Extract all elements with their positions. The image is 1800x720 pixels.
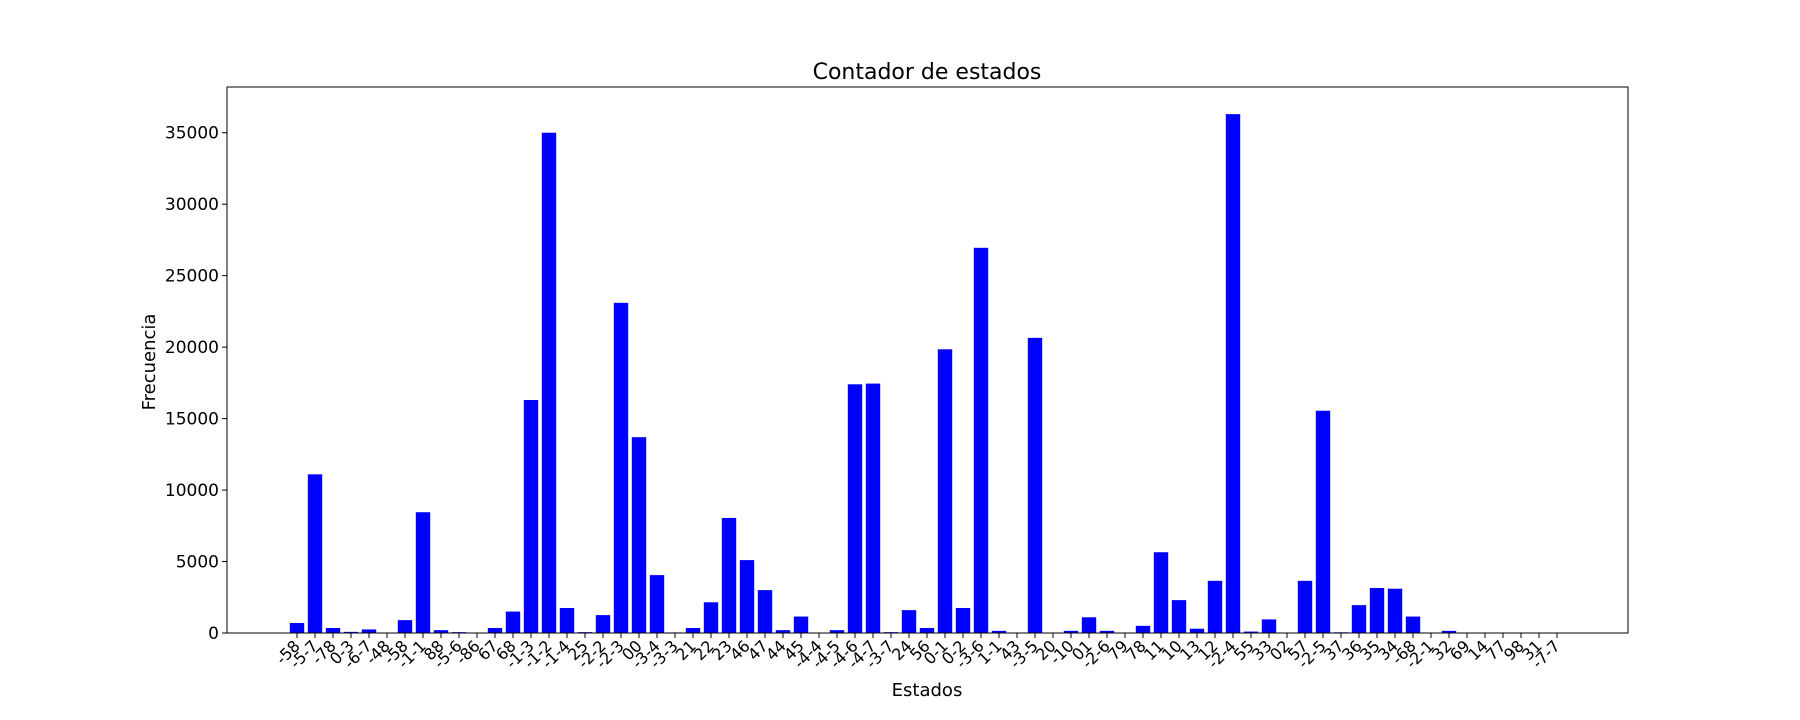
bar (542, 133, 556, 633)
bar (1136, 626, 1150, 633)
bar (308, 474, 322, 633)
bar (704, 602, 718, 633)
bar (1406, 617, 1420, 633)
bar (290, 623, 304, 633)
bar (1190, 629, 1204, 633)
bar (596, 615, 610, 633)
bar (920, 628, 934, 633)
bar (614, 303, 628, 633)
y-tick-label: 20000 (165, 338, 219, 358)
y-tick-label: 0 (208, 624, 219, 644)
bar (1226, 114, 1240, 633)
x-axis-label: Estados (892, 680, 963, 701)
y-tick-label: 35000 (165, 124, 219, 144)
bar (758, 590, 772, 633)
bar (1172, 600, 1186, 633)
y-tick-label: 5000 (176, 553, 219, 573)
bar (416, 512, 430, 633)
chart-title: Contador de estados (813, 60, 1042, 85)
y-tick-label: 25000 (165, 267, 219, 287)
bar (326, 628, 340, 633)
bar (866, 384, 880, 633)
bar (848, 384, 862, 633)
y-tick-label: 15000 (165, 410, 219, 430)
bar (794, 617, 808, 633)
bar (740, 560, 754, 633)
bar (1154, 552, 1168, 633)
bar (560, 608, 574, 633)
bar (956, 608, 970, 633)
bar (1028, 338, 1042, 633)
bar (686, 628, 700, 633)
bar (974, 248, 988, 633)
y-tick-label: 30000 (165, 195, 219, 215)
bar (1316, 411, 1330, 633)
bar (524, 400, 538, 633)
bar (902, 610, 916, 633)
bar (1370, 588, 1384, 633)
bar (1208, 581, 1222, 633)
y-axis-label: Frecuencia (139, 314, 160, 411)
bar (398, 620, 412, 633)
bar (938, 349, 952, 633)
bar (362, 629, 376, 633)
bar (650, 575, 664, 633)
bar (1082, 617, 1096, 633)
bar (722, 518, 736, 633)
bar (632, 437, 646, 633)
bar (1262, 619, 1276, 633)
bar (488, 628, 502, 633)
bar (1298, 581, 1312, 633)
bar (1388, 589, 1402, 633)
y-tick-label: 10000 (165, 481, 219, 501)
bar (506, 612, 520, 633)
bar (1352, 605, 1366, 633)
